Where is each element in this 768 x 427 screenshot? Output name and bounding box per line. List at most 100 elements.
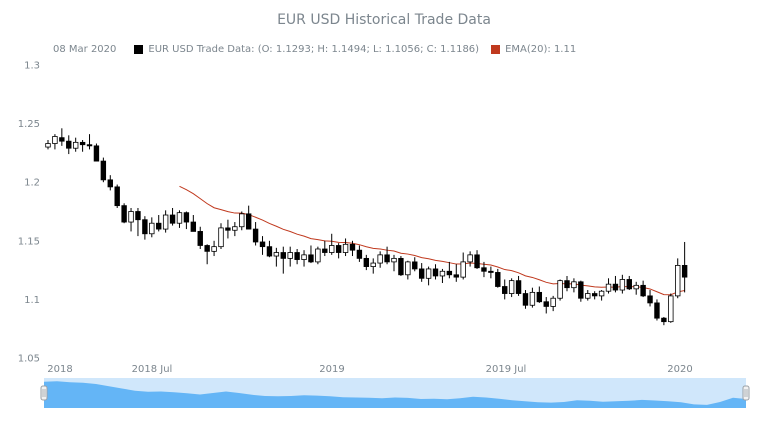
candle[interactable] xyxy=(633,281,639,295)
candle[interactable] xyxy=(432,264,439,280)
candle[interactable] xyxy=(183,211,190,230)
candle[interactable] xyxy=(418,263,425,282)
candle[interactable] xyxy=(114,184,120,208)
candle[interactable] xyxy=(294,249,300,265)
candle[interactable] xyxy=(571,278,577,293)
scroller-left-handle[interactable] xyxy=(40,385,48,401)
candle[interactable] xyxy=(52,134,58,150)
candle[interactable] xyxy=(377,251,383,268)
candle[interactable] xyxy=(59,128,65,146)
candle[interactable] xyxy=(370,258,376,274)
candle[interactable] xyxy=(356,245,363,262)
candle[interactable] xyxy=(342,238,349,257)
candle[interactable] xyxy=(66,135,72,155)
candle[interactable] xyxy=(564,275,570,292)
candle[interactable] xyxy=(301,250,307,267)
candle[interactable] xyxy=(668,293,674,323)
candle[interactable] xyxy=(488,266,494,279)
candle[interactable] xyxy=(211,240,217,257)
candle[interactable] xyxy=(252,222,259,246)
candle[interactable] xyxy=(225,219,231,239)
candle[interactable] xyxy=(322,240,328,257)
candle[interactable] xyxy=(661,316,667,326)
candle[interactable] xyxy=(453,264,459,282)
candle[interactable] xyxy=(197,226,203,250)
legend-item-ohlc[interactable]: EUR USD Trade Data: (O: 1.1293; H: 1.149… xyxy=(134,44,479,55)
candle[interactable] xyxy=(647,290,653,307)
candle[interactable] xyxy=(495,268,501,288)
candle[interactable] xyxy=(384,246,390,265)
candle[interactable] xyxy=(598,290,605,301)
candle[interactable] xyxy=(522,290,529,309)
candle[interactable] xyxy=(460,252,466,280)
candle[interactable] xyxy=(474,250,480,269)
candle[interactable] xyxy=(405,260,411,280)
candle[interactable] xyxy=(550,295,556,312)
candle[interactable] xyxy=(315,246,321,265)
candle[interactable] xyxy=(536,286,543,303)
candle[interactable] xyxy=(612,275,619,293)
candle[interactable] xyxy=(515,275,522,296)
candle[interactable] xyxy=(259,236,266,255)
candle[interactable] xyxy=(121,203,127,224)
candle[interactable] xyxy=(204,244,210,265)
candle[interactable] xyxy=(508,278,515,298)
candle[interactable] xyxy=(398,256,404,276)
candle[interactable] xyxy=(273,247,280,267)
candle[interactable] xyxy=(439,268,446,283)
candle[interactable] xyxy=(502,279,508,300)
candle[interactable] xyxy=(169,207,176,226)
candle[interactable] xyxy=(308,245,314,264)
candle[interactable] xyxy=(100,157,107,183)
candle[interactable] xyxy=(391,254,397,272)
candle[interactable] xyxy=(156,215,162,232)
candle[interactable] xyxy=(72,137,79,152)
candle[interactable] xyxy=(107,175,113,191)
candle[interactable] xyxy=(266,240,273,258)
candle[interactable] xyxy=(93,143,100,162)
candle[interactable] xyxy=(349,240,356,257)
candle[interactable] xyxy=(329,233,335,255)
candle[interactable] xyxy=(142,216,148,240)
candle[interactable] xyxy=(287,246,293,267)
candle[interactable] xyxy=(86,134,93,150)
candle[interactable] xyxy=(412,257,418,272)
range-scroller[interactable] xyxy=(40,378,750,408)
candle[interactable] xyxy=(128,207,134,232)
candle[interactable] xyxy=(529,287,536,308)
candle[interactable] xyxy=(585,290,591,301)
candle[interactable] xyxy=(135,207,141,237)
candle[interactable] xyxy=(176,210,183,228)
candle[interactable] xyxy=(675,258,681,299)
candle[interactable] xyxy=(619,274,626,294)
scroller-right-handle[interactable] xyxy=(742,385,750,401)
candle[interactable] xyxy=(578,280,584,302)
legend-item-ema[interactable]: EMA(20): 1.11 xyxy=(491,44,576,55)
candle[interactable] xyxy=(45,140,51,150)
candle[interactable] xyxy=(591,291,598,300)
candle[interactable] xyxy=(335,243,342,259)
candle[interactable] xyxy=(640,280,646,298)
candle[interactable] xyxy=(626,275,632,291)
candle[interactable] xyxy=(363,254,370,271)
candle[interactable] xyxy=(79,140,86,152)
candle[interactable] xyxy=(190,215,197,232)
candle[interactable] xyxy=(654,299,660,321)
candle[interactable] xyxy=(681,241,688,293)
candle[interactable] xyxy=(605,278,612,294)
candle[interactable] xyxy=(232,222,238,237)
candle[interactable] xyxy=(149,217,155,238)
candle[interactable] xyxy=(446,261,453,279)
candle[interactable] xyxy=(162,210,169,233)
candle[interactable] xyxy=(467,251,473,267)
candle[interactable] xyxy=(543,297,549,314)
candle[interactable] xyxy=(481,261,487,278)
candle[interactable] xyxy=(425,266,432,286)
candle[interactable] xyxy=(239,211,245,231)
candle[interactable] xyxy=(557,279,563,301)
candle[interactable] xyxy=(218,223,224,250)
candle[interactable] xyxy=(245,205,252,230)
candle[interactable] xyxy=(280,246,286,274)
candle-body-up xyxy=(128,211,134,223)
